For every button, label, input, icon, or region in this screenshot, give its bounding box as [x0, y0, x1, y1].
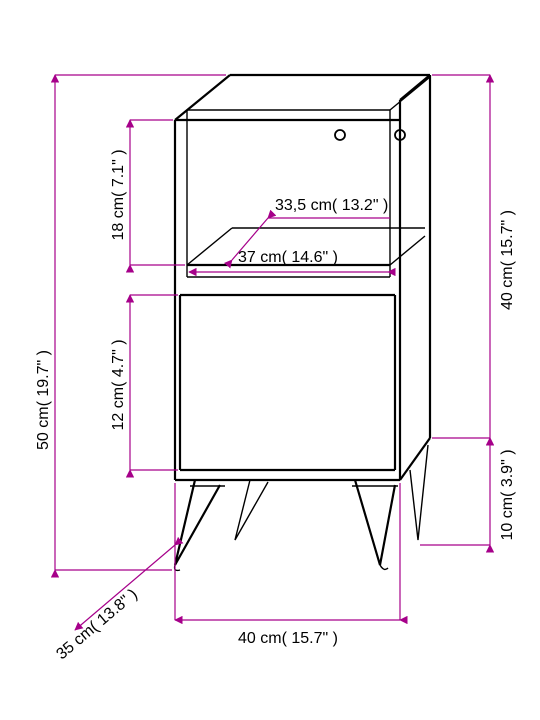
dimension-labels: 50 cm( 19.7" ) 18 cm( 7.1" ) 12 cm( 4.7"…	[35, 149, 516, 663]
label-inner-width: 37 cm( 14.6" )	[238, 249, 338, 266]
label-width: 40 cm( 15.7" )	[238, 630, 338, 647]
label-shelf-height: 18 cm( 7.1" )	[110, 149, 127, 240]
label-drawer-height: 12 cm( 4.7" )	[110, 339, 127, 430]
label-inner-depth: 33,5 cm( 13.2" )	[275, 197, 388, 214]
furniture-outline	[175, 75, 430, 570]
label-depth: 35 cm( 13.8" )	[53, 586, 140, 663]
dimension-diagram: 50 cm( 19.7" ) 18 cm( 7.1" ) 12 cm( 4.7"…	[0, 0, 540, 720]
label-body-height: 40 cm( 15.7" )	[499, 210, 516, 310]
label-total-height: 50 cm( 19.7" )	[35, 350, 52, 450]
label-leg-height: 10 cm( 3.9" )	[499, 449, 516, 540]
